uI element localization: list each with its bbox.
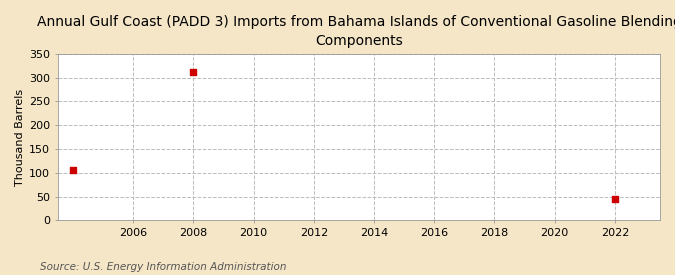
- Y-axis label: Thousand Barrels: Thousand Barrels: [15, 89, 25, 186]
- Point: [188, 70, 199, 75]
- Point: [68, 168, 78, 173]
- Text: Source: U.S. Energy Information Administration: Source: U.S. Energy Information Administ…: [40, 262, 287, 272]
- Point: [610, 197, 620, 201]
- Title: Annual Gulf Coast (PADD 3) Imports from Bahama Islands of Conventional Gasoline : Annual Gulf Coast (PADD 3) Imports from …: [36, 15, 675, 48]
